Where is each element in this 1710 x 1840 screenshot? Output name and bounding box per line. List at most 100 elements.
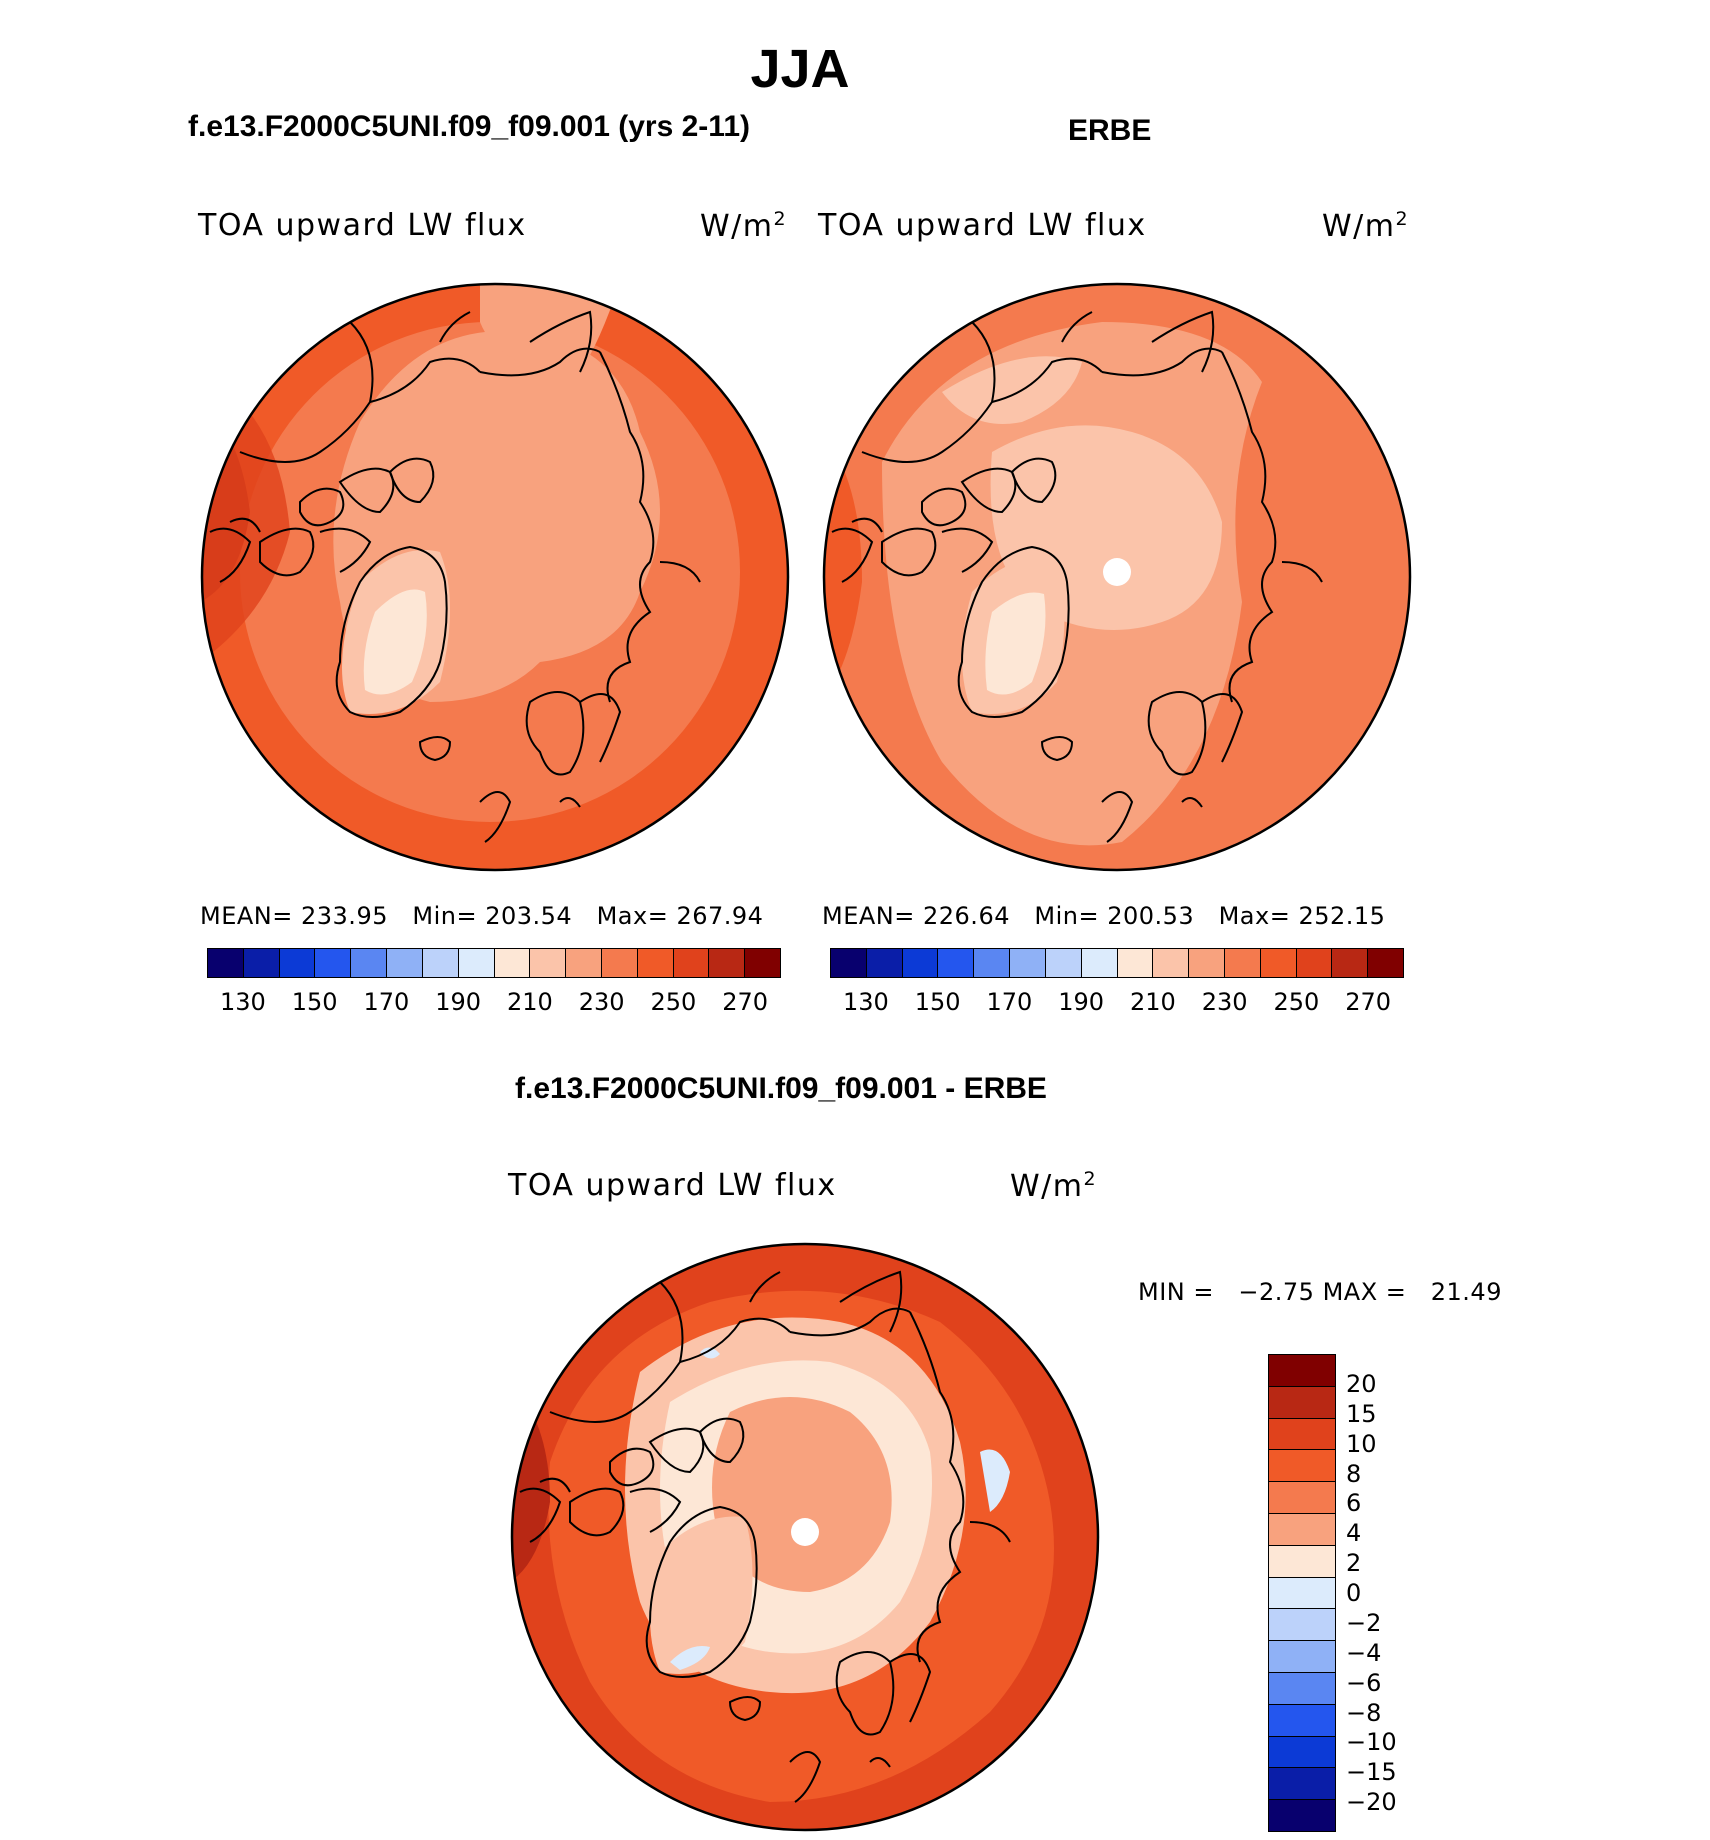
panel-obs-map bbox=[822, 282, 1412, 872]
colorbar-tick-label: 6 bbox=[1346, 1489, 1362, 1518]
map1-boundary bbox=[200, 282, 790, 872]
colorbar-cell bbox=[1269, 1800, 1335, 1831]
colorbar-cell bbox=[1117, 949, 1154, 977]
map3-region-central bbox=[712, 1397, 892, 1592]
colorbar-cell bbox=[1269, 1736, 1335, 1769]
colorbar-tick-label: −8 bbox=[1346, 1698, 1382, 1727]
colorbar-cell bbox=[1296, 949, 1333, 977]
colorbar-cell bbox=[1269, 1609, 1335, 1642]
figure-title: JJA bbox=[750, 39, 850, 99]
colorbar-cell bbox=[1269, 1577, 1335, 1610]
colorbar-cell bbox=[637, 949, 674, 977]
panel-diff-units: W/m2 bbox=[1010, 1168, 1098, 1204]
panel-diff-title: f.e13.F2000C5UNI.f09_f09.001 - ERBE bbox=[515, 1072, 1047, 1105]
colorbar-tick-label: 8 bbox=[1346, 1459, 1362, 1488]
colorbar-cell bbox=[938, 949, 975, 977]
map3-boundary bbox=[510, 1242, 1100, 1832]
colorbar-tick-label: 250 bbox=[1273, 988, 1320, 1016]
colorbar-tick-label: 230 bbox=[1201, 988, 1248, 1016]
map3-region-greenland-pos bbox=[650, 1516, 753, 1674]
colorbar-cell bbox=[530, 949, 567, 977]
panel-diff-variable-label: TOA upward LW flux bbox=[508, 1168, 837, 1203]
colorbar-tick-label: −15 bbox=[1346, 1758, 1397, 1787]
colorbar-tick-label: 150 bbox=[291, 988, 338, 1016]
map3-region-greenland-neg bbox=[670, 1646, 710, 1670]
colorbar-cell bbox=[1269, 1768, 1335, 1801]
colorbar-cell bbox=[1269, 1482, 1335, 1514]
colorbar-cell bbox=[1368, 949, 1403, 977]
panel-model-colorbar-ticks: 130 150 170 190 210 230 250 270 bbox=[207, 988, 781, 1018]
colorbar-cell bbox=[1081, 949, 1118, 977]
colorbar-tick-label: 250 bbox=[650, 988, 697, 1016]
colorbar-tick-label: 10 bbox=[1346, 1429, 1377, 1458]
map2-boundary bbox=[822, 282, 1412, 872]
colorbar-cell bbox=[1045, 949, 1082, 977]
map1-coastlines bbox=[209, 310, 701, 843]
colorbar-cell bbox=[1224, 949, 1261, 977]
colorbar-cell bbox=[458, 949, 495, 977]
colorbar-cell bbox=[351, 949, 388, 977]
colorbar-cell bbox=[279, 949, 316, 977]
map1-region-greenland-core bbox=[363, 589, 427, 695]
colorbar-tick-label: 190 bbox=[1058, 988, 1105, 1016]
colorbar-tick-label: 0 bbox=[1346, 1579, 1362, 1607]
colorbar-tick-label: 2 bbox=[1346, 1549, 1362, 1578]
colorbar-tick-label: 190 bbox=[435, 988, 482, 1016]
panel-model-map bbox=[200, 282, 790, 872]
colorbar-cell bbox=[1269, 1450, 1335, 1483]
colorbar-tick-label: 20 bbox=[1346, 1369, 1377, 1398]
panel-obs-stats: MEAN= 226.64 Min= 200.53 Max= 252.15 bbox=[822, 902, 1386, 930]
panel-obs-title: ERBE bbox=[1068, 114, 1152, 147]
map3-region-north-neg bbox=[700, 1347, 720, 1359]
map3-coastlines bbox=[519, 1270, 1011, 1803]
colorbar-tick-label: 15 bbox=[1346, 1399, 1377, 1428]
colorbar-cell bbox=[709, 949, 746, 977]
colorbar-tick-label: 270 bbox=[1345, 988, 1392, 1016]
colorbar-cell bbox=[1260, 949, 1297, 977]
colorbar-tick-label: 130 bbox=[842, 988, 889, 1016]
colorbar-cell bbox=[1269, 1418, 1335, 1451]
colorbar-cell bbox=[831, 949, 867, 977]
colorbar-tick-label: 4 bbox=[1346, 1519, 1362, 1548]
panel-model-title: f.e13.F2000C5UNI.f09_f09.001 (yrs 2-11) bbox=[188, 110, 751, 143]
colorbar-cell bbox=[1269, 1672, 1335, 1705]
colorbar-tick-label: 230 bbox=[578, 988, 625, 1016]
colorbar-cell bbox=[866, 949, 903, 977]
colorbar-cell bbox=[1269, 1641, 1335, 1673]
panel-diff-map bbox=[510, 1242, 1100, 1832]
colorbar-cell bbox=[387, 949, 423, 977]
colorbar-cell bbox=[243, 949, 280, 977]
panel-diff-colorbar-ticks: 20 15 10 8 6 4 2 0 −2 −4 −6 −8 −10 −15 −20 bbox=[1346, 1354, 1436, 1832]
panel-model-stats: MEAN= 233.95 Min= 203.54 Max= 267.94 bbox=[200, 902, 764, 930]
colorbar-cell bbox=[1010, 949, 1046, 977]
colorbar-cell bbox=[1269, 1545, 1335, 1578]
panel-obs-colorbar-ticks: 130 150 170 190 210 230 250 270 bbox=[830, 988, 1404, 1018]
colorbar-tick-label: 210 bbox=[1129, 988, 1176, 1016]
colorbar-cell bbox=[494, 949, 531, 977]
panel-obs-units: W/m2 bbox=[1322, 208, 1410, 244]
colorbar-tick-label: 170 bbox=[363, 988, 410, 1016]
colorbar-cell bbox=[422, 949, 459, 977]
colorbar-cell bbox=[673, 949, 710, 977]
colorbar-tick-label: 130 bbox=[219, 988, 266, 1016]
map2-coastlines bbox=[831, 310, 1323, 843]
colorbar-cell bbox=[1269, 1513, 1335, 1546]
colorbar-cell bbox=[745, 949, 780, 977]
colorbar-tick-label: 150 bbox=[914, 988, 961, 1016]
panel-obs-colorbar bbox=[830, 948, 1404, 978]
colorbar-cell bbox=[1189, 949, 1225, 977]
colorbar-cell bbox=[208, 949, 244, 977]
map2-region-north-belt bbox=[942, 356, 1082, 424]
panel-model-colorbar bbox=[207, 948, 781, 978]
colorbar-tick-label: −20 bbox=[1346, 1788, 1397, 1817]
colorbar-cell bbox=[1269, 1386, 1335, 1419]
panel-model-units: W/m2 bbox=[700, 208, 788, 244]
colorbar-tick-label: −4 bbox=[1346, 1638, 1382, 1667]
colorbar-tick-label: 270 bbox=[722, 988, 769, 1016]
panel-diff-colorbar bbox=[1268, 1354, 1336, 1832]
colorbar-cell bbox=[1332, 949, 1369, 977]
map2-region-greenland-core bbox=[985, 592, 1046, 695]
map3-polar-hole bbox=[791, 1518, 819, 1546]
colorbar-cell bbox=[601, 949, 638, 977]
colorbar-tick-label: 170 bbox=[986, 988, 1033, 1016]
